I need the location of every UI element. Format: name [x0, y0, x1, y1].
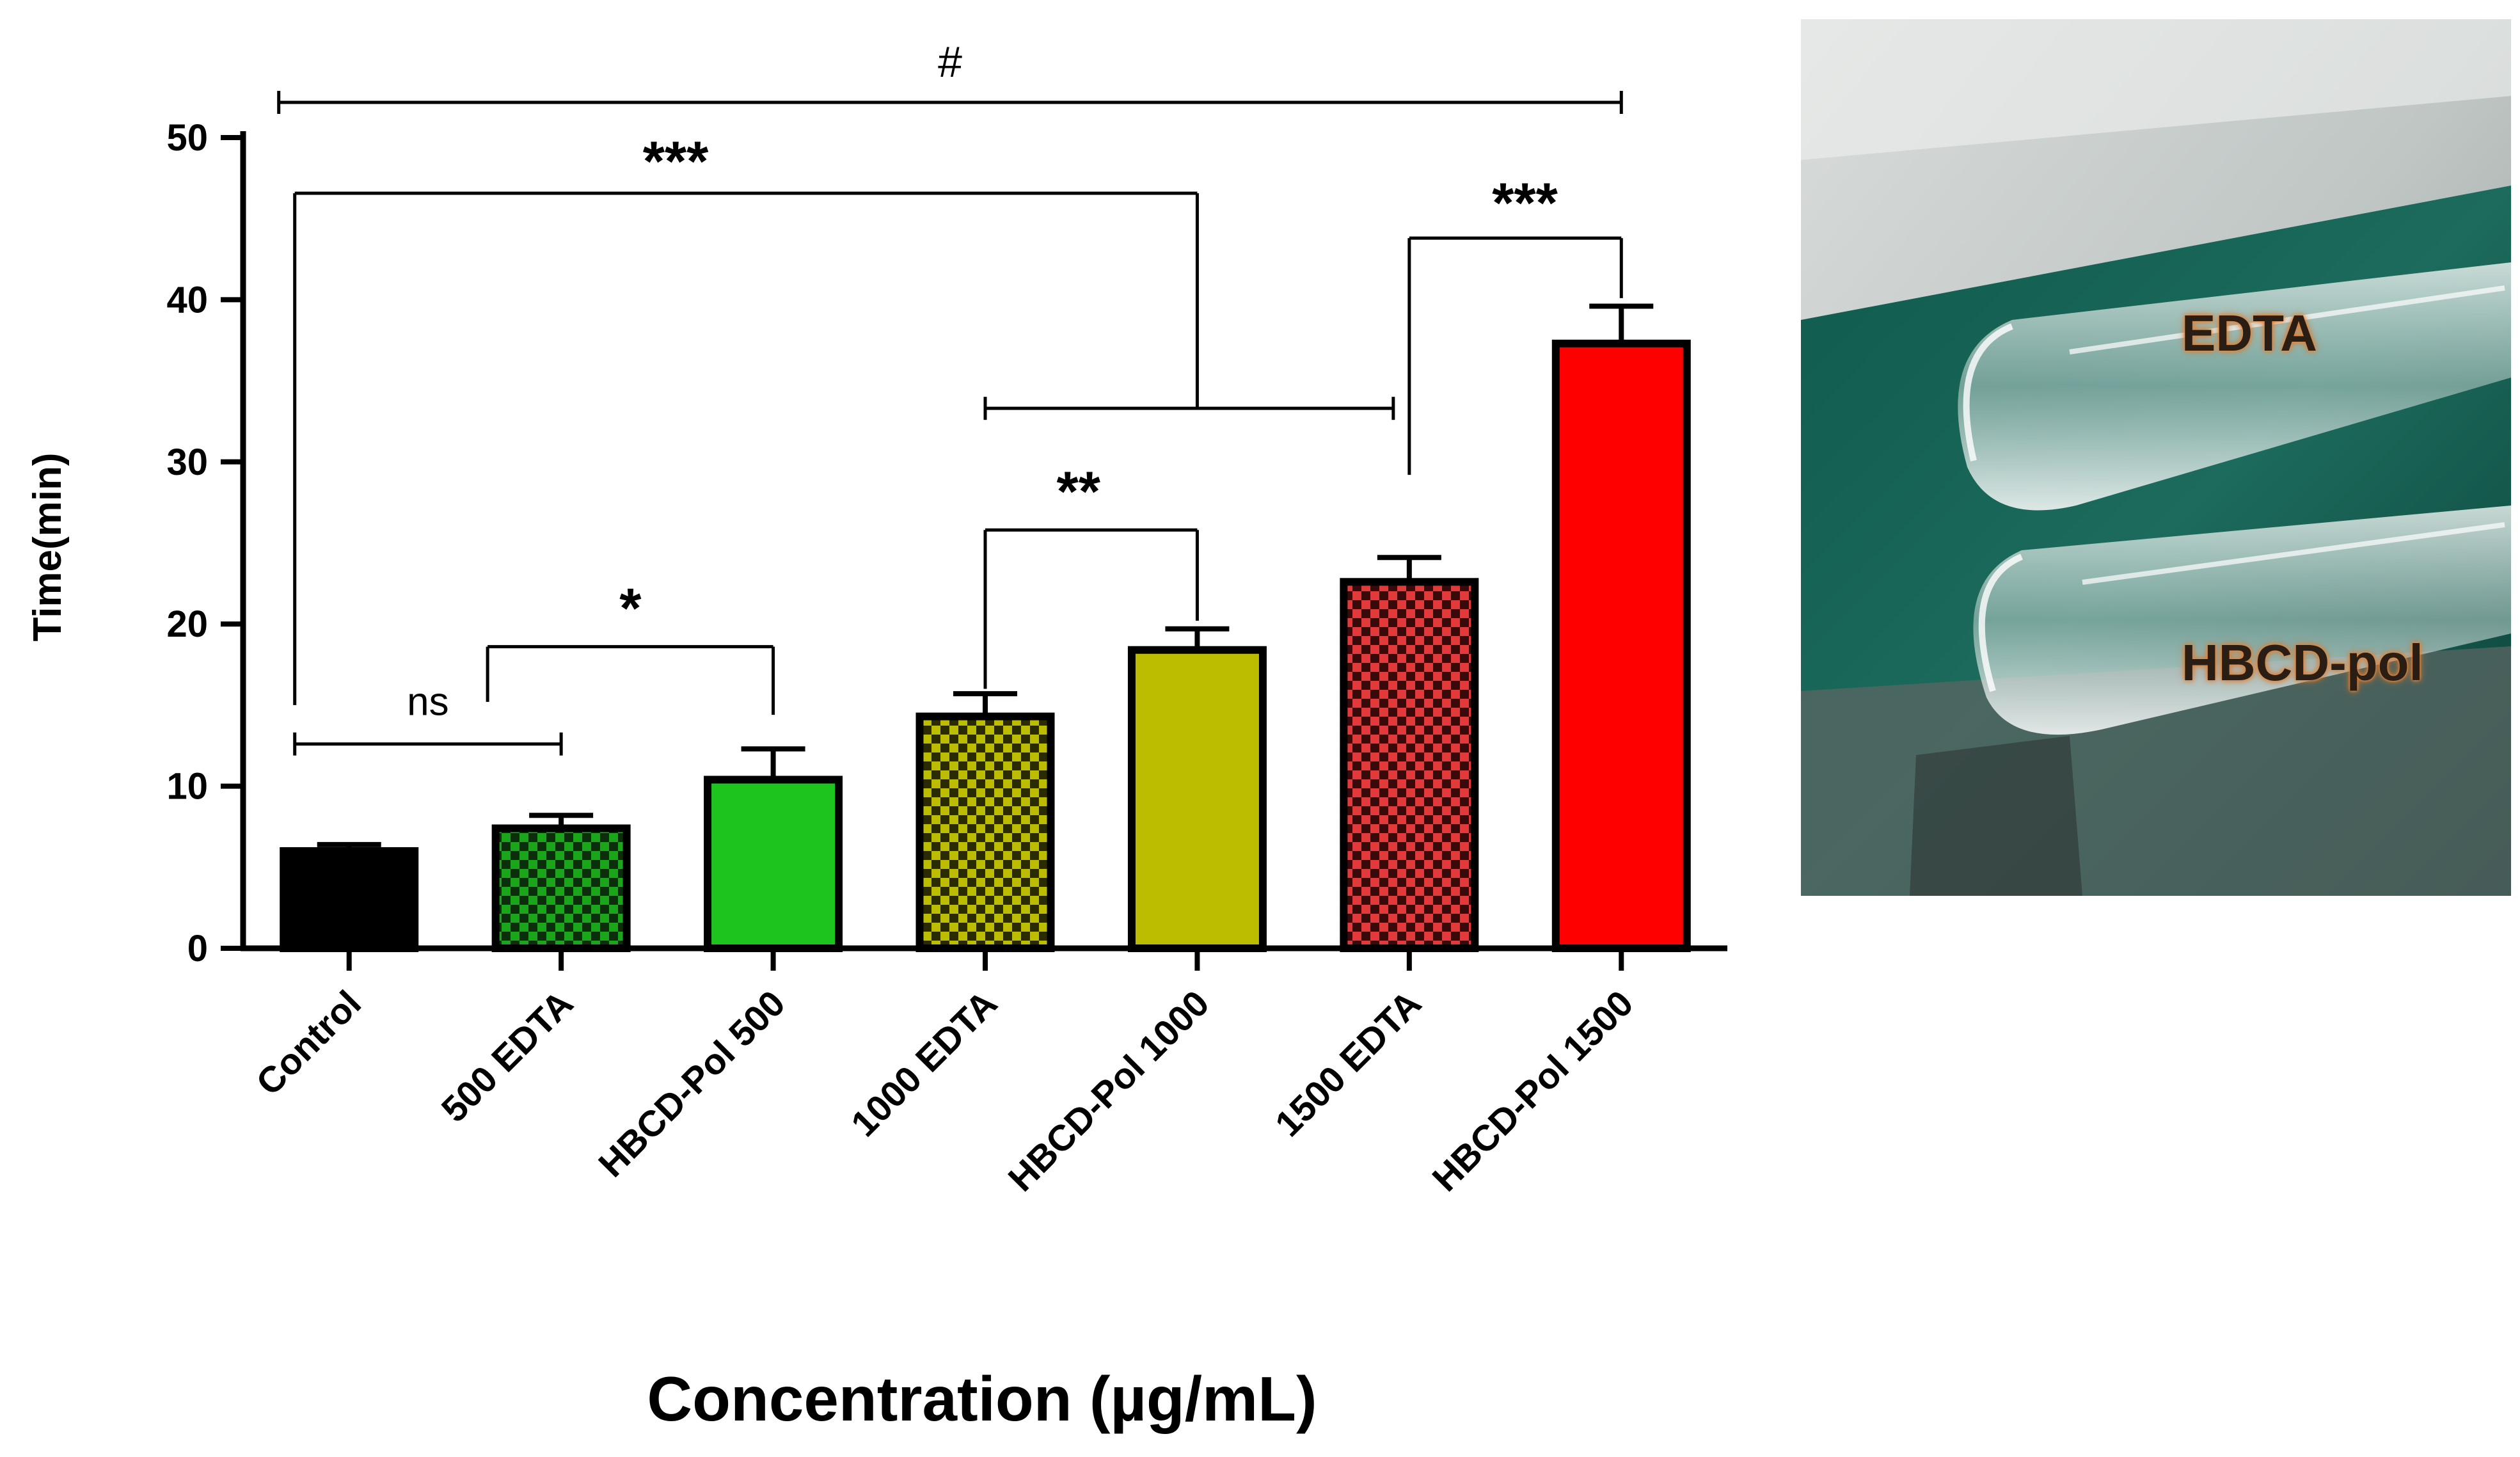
x-tick-label: 500 EDTA	[434, 983, 581, 1130]
axes: 0 10 20 30 40 50	[166, 117, 1727, 969]
bar-chart: 0 10 20 30 40 50 Control 500 EDTA HBCD-Pol 500 1…	[26, 38, 1727, 1434]
significance-label: ns	[407, 680, 448, 724]
tube-hbcd-pol	[1973, 506, 2511, 735]
y-tick-label: 30	[166, 442, 208, 483]
bar	[915, 712, 1055, 952]
x-axis-label: Concentration (µg/mL)	[647, 1364, 1317, 1434]
bar	[704, 776, 843, 952]
y-tick-label: 50	[166, 117, 208, 159]
x-tick-label: HBCD-Pol 1500	[1425, 983, 1642, 1200]
x-tick-label: Control	[248, 983, 369, 1104]
x-tick-label: 1500 EDTA	[1267, 983, 1429, 1145]
test-tube-photo: EDTA HBCD-pol	[1801, 19, 2511, 896]
x-tick-label: HBCD-Pol 1000	[1001, 983, 1217, 1200]
y-tick-label: 20	[166, 603, 208, 645]
y-axis-label: Time(min)	[26, 452, 70, 641]
y-tick-label: 40	[166, 279, 208, 321]
significance-label: *	[619, 577, 642, 640]
y-tick-label: 10	[166, 766, 208, 808]
bar	[280, 847, 419, 952]
tube-edta	[1958, 262, 2511, 511]
bars: Control 500 EDTA HBCD-Pol 500 1000 EDTAHBCD…	[248, 303, 1691, 1200]
significance-label: **	[1056, 459, 1100, 523]
significance-label: ***	[1492, 171, 1558, 234]
bar	[1551, 339, 1691, 952]
significance-brackets: #*********ns	[277, 38, 1623, 756]
y-tick-label: 0	[187, 928, 208, 969]
bar	[491, 824, 631, 953]
hbcd-pol-tube-label: HBCD-pol	[2182, 634, 2423, 691]
x-tick-label: HBCD-Pol 500	[591, 983, 793, 1185]
x-tick-label: 1000 EDTA	[843, 983, 1005, 1145]
significance-label: ***	[643, 129, 709, 193]
edta-tube-label: EDTA	[2182, 305, 2317, 362]
bar	[1127, 646, 1267, 953]
significance-label: #	[938, 38, 962, 86]
bar	[1340, 578, 1479, 952]
